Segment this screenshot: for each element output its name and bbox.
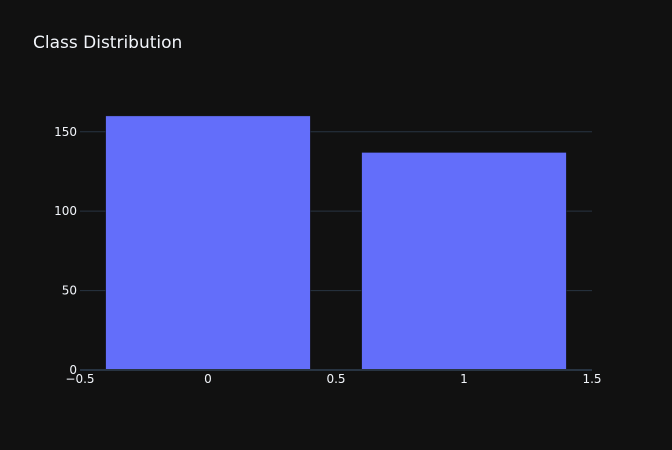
x-tick-label: 0.5 <box>326 372 345 386</box>
y-tick-label: 100 <box>54 204 77 218</box>
x-tick-label: −0.5 <box>65 372 94 386</box>
chart-title: Class Distribution <box>33 33 183 53</box>
y-tick-label: 150 <box>54 125 77 139</box>
x-tick-label: 1.5 <box>582 372 601 386</box>
bar <box>361 152 567 371</box>
y-tick-label: 50 <box>62 284 77 298</box>
x-tick-label: 1 <box>460 372 468 386</box>
bar <box>105 115 311 371</box>
x-tick-label: 0 <box>204 372 212 386</box>
y-tick-label: 0 <box>69 363 77 377</box>
